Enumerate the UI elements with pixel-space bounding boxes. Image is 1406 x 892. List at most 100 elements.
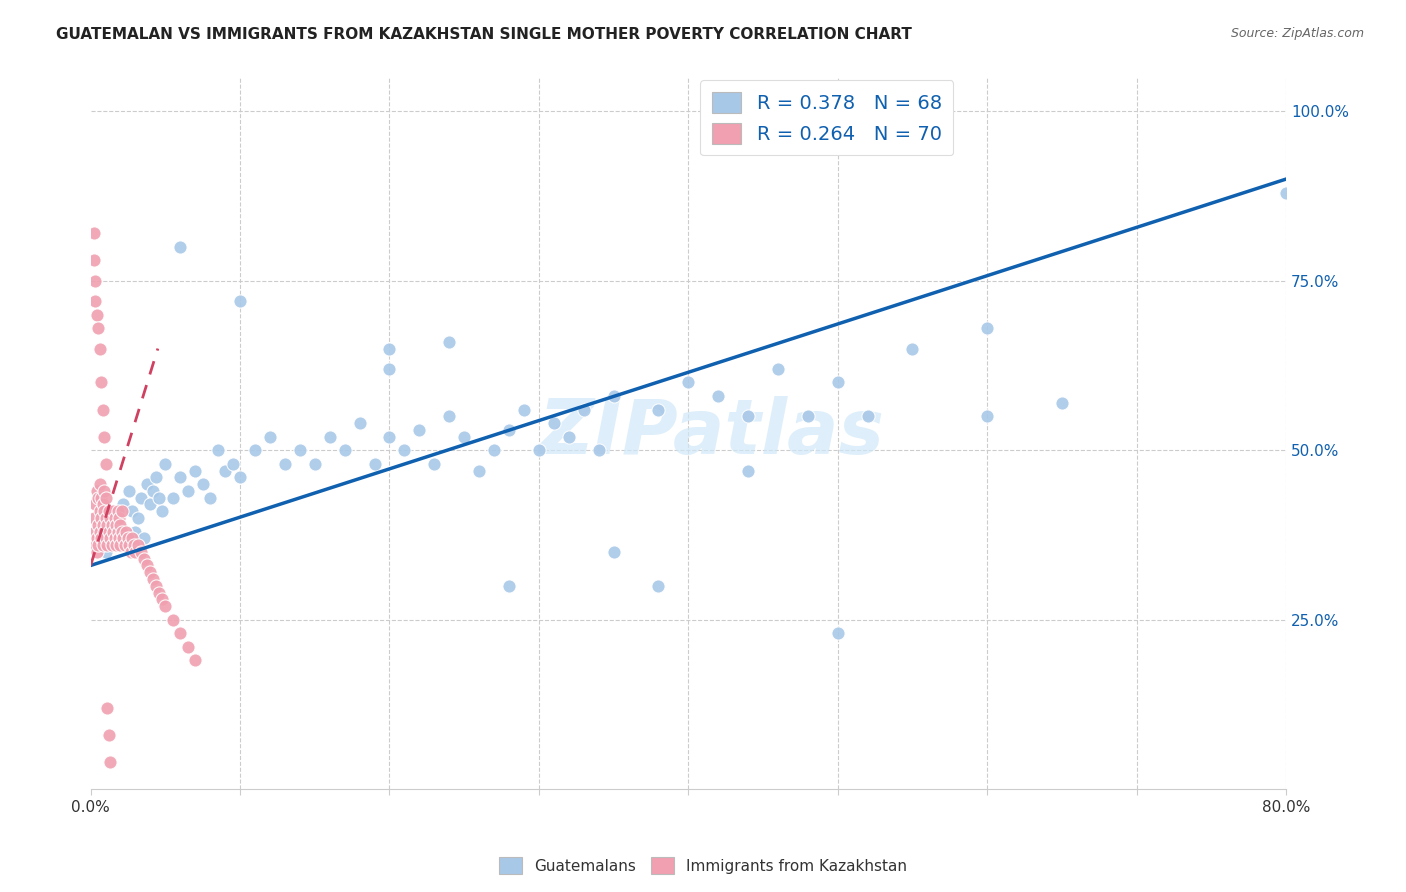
Point xyxy=(191,477,214,491)
Point xyxy=(142,483,165,498)
Legend: R = 0.378   N = 68, R = 0.264   N = 70: R = 0.378 N = 68, R = 0.264 N = 70 xyxy=(700,80,953,155)
Point xyxy=(87,517,110,532)
Point xyxy=(124,524,146,539)
Point xyxy=(274,457,297,471)
Point xyxy=(105,538,128,552)
Point xyxy=(423,457,446,471)
Point xyxy=(901,342,924,356)
Point xyxy=(107,524,129,539)
Point xyxy=(148,491,170,505)
Point xyxy=(97,728,120,742)
Point xyxy=(737,409,759,424)
Point xyxy=(96,517,118,532)
Point xyxy=(112,532,135,546)
Point xyxy=(363,457,385,471)
Point xyxy=(678,376,700,390)
Point xyxy=(84,274,107,288)
Point xyxy=(378,342,401,356)
Point xyxy=(108,511,131,525)
Point xyxy=(87,538,110,552)
Point xyxy=(139,566,162,580)
Point xyxy=(558,430,581,444)
Point xyxy=(103,511,125,525)
Point xyxy=(93,430,115,444)
Point xyxy=(89,342,111,356)
Point xyxy=(111,524,134,539)
Point xyxy=(94,511,117,525)
Point xyxy=(468,464,491,478)
Point xyxy=(110,517,132,532)
Point xyxy=(115,524,138,539)
Point xyxy=(87,491,110,505)
Point xyxy=(647,402,669,417)
Point xyxy=(155,457,177,471)
Point xyxy=(83,253,105,268)
Point xyxy=(737,464,759,478)
Point xyxy=(150,504,173,518)
Point xyxy=(198,491,221,505)
Point xyxy=(84,294,107,309)
Text: Source: ZipAtlas.com: Source: ZipAtlas.com xyxy=(1230,27,1364,40)
Point xyxy=(177,483,200,498)
Point xyxy=(139,498,162,512)
Point xyxy=(83,511,105,525)
Point xyxy=(108,532,131,546)
Point xyxy=(118,538,141,552)
Point xyxy=(98,755,121,769)
Point xyxy=(349,416,371,430)
Point xyxy=(84,498,107,512)
Point xyxy=(439,409,461,424)
Point xyxy=(100,538,122,552)
Point xyxy=(94,491,117,505)
Point xyxy=(117,532,139,546)
Point xyxy=(976,321,998,335)
Point xyxy=(114,538,136,552)
Point xyxy=(103,532,125,546)
Point xyxy=(148,585,170,599)
Point xyxy=(976,409,998,424)
Point xyxy=(131,545,153,559)
Point xyxy=(84,524,107,539)
Point xyxy=(101,524,124,539)
Point xyxy=(101,504,124,518)
Point xyxy=(134,532,156,546)
Point xyxy=(107,517,129,532)
Point xyxy=(162,613,184,627)
Point xyxy=(100,511,122,525)
Point xyxy=(120,545,142,559)
Point xyxy=(136,558,159,573)
Point xyxy=(150,592,173,607)
Point xyxy=(90,376,112,390)
Point xyxy=(91,402,114,417)
Point xyxy=(83,538,105,552)
Point xyxy=(107,504,129,518)
Point xyxy=(145,579,167,593)
Point xyxy=(89,524,111,539)
Point xyxy=(93,483,115,498)
Point xyxy=(94,457,117,471)
Point xyxy=(110,538,132,552)
Point xyxy=(162,491,184,505)
Point xyxy=(184,464,207,478)
Point xyxy=(131,491,153,505)
Point xyxy=(543,416,565,430)
Point xyxy=(221,457,243,471)
Point xyxy=(184,653,207,667)
Point xyxy=(588,443,610,458)
Point xyxy=(91,538,114,552)
Point xyxy=(453,430,475,444)
Point xyxy=(83,227,105,241)
Point xyxy=(103,532,125,546)
Point xyxy=(86,532,108,546)
Point xyxy=(145,470,167,484)
Point xyxy=(169,240,191,254)
Point xyxy=(121,504,143,518)
Point xyxy=(142,572,165,586)
Point xyxy=(94,532,117,546)
Point xyxy=(155,599,177,614)
Point xyxy=(93,524,115,539)
Point xyxy=(707,389,730,403)
Point xyxy=(112,498,135,512)
Point xyxy=(333,443,356,458)
Point xyxy=(856,409,879,424)
